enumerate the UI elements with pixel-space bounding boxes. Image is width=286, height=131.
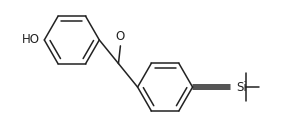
Text: HO: HO (21, 34, 39, 47)
Text: O: O (116, 30, 125, 43)
Text: Si: Si (236, 81, 247, 94)
